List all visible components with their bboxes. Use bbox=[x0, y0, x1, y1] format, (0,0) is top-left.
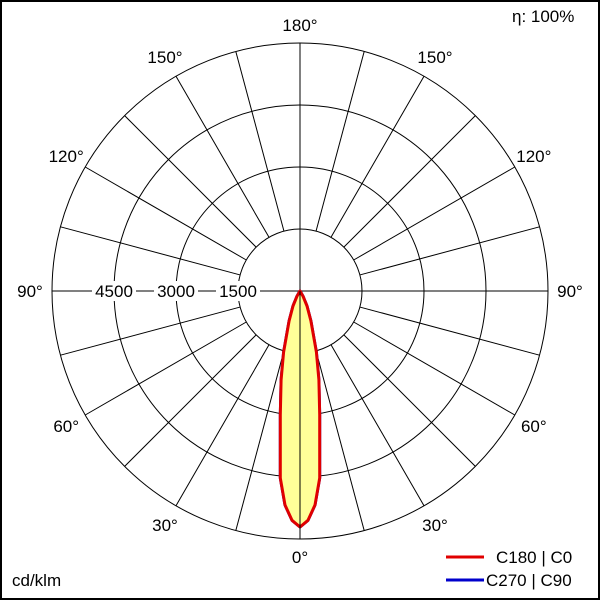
angle-label: 150° bbox=[147, 48, 182, 67]
grid-spoke bbox=[330, 75, 425, 238]
grid-spoke bbox=[330, 344, 425, 507]
unit-label: cd/klm bbox=[12, 571, 61, 590]
grid-spoke bbox=[353, 166, 516, 261]
efficiency-label: η: 100% bbox=[512, 7, 574, 26]
angle-label: 150° bbox=[417, 48, 452, 67]
angle-label: 30° bbox=[422, 516, 448, 535]
legend: C180 | C0 C270 | C90 bbox=[446, 548, 572, 590]
grid-spoke bbox=[175, 344, 270, 507]
radial-tick-label: 3000 bbox=[157, 282, 195, 301]
grid-spoke bbox=[84, 166, 247, 261]
grid-spoke bbox=[343, 115, 476, 248]
angle-label: 90° bbox=[17, 282, 43, 301]
angle-label: 60° bbox=[521, 417, 547, 436]
grid-spoke bbox=[235, 350, 285, 531]
radial-tick-label: 4500 bbox=[95, 282, 133, 301]
tick-label-bg bbox=[154, 281, 198, 301]
grid-spoke bbox=[359, 226, 540, 276]
radial-tick-label: 1500 bbox=[219, 282, 257, 301]
tick-label-bg bbox=[92, 281, 136, 301]
legend-label-c270-c90: C270 | C90 bbox=[486, 571, 572, 590]
grid-spoke bbox=[84, 321, 247, 416]
angle-label: 30° bbox=[152, 516, 178, 535]
grid-spoke bbox=[235, 51, 285, 232]
angle-label: 180° bbox=[282, 16, 317, 35]
tick-label-bg bbox=[216, 281, 260, 301]
grid-spoke bbox=[60, 306, 241, 356]
angle-label: 120° bbox=[49, 147, 84, 166]
grid-spoke bbox=[359, 306, 540, 356]
legend-label-c180-c0: C180 | C0 bbox=[496, 548, 572, 567]
angle-label: 90° bbox=[557, 282, 583, 301]
angle-label: 0° bbox=[292, 548, 308, 567]
grid-spoke bbox=[175, 75, 270, 238]
grid-spoke bbox=[60, 226, 241, 276]
grid-spoke bbox=[315, 51, 365, 232]
grid-spoke bbox=[315, 350, 365, 531]
grid-spoke bbox=[353, 321, 516, 416]
grid-spoke bbox=[343, 334, 476, 467]
angle-label: 60° bbox=[53, 417, 79, 436]
grid-spoke bbox=[124, 334, 257, 467]
grid-spoke bbox=[124, 115, 257, 248]
angle-label: 120° bbox=[516, 147, 551, 166]
